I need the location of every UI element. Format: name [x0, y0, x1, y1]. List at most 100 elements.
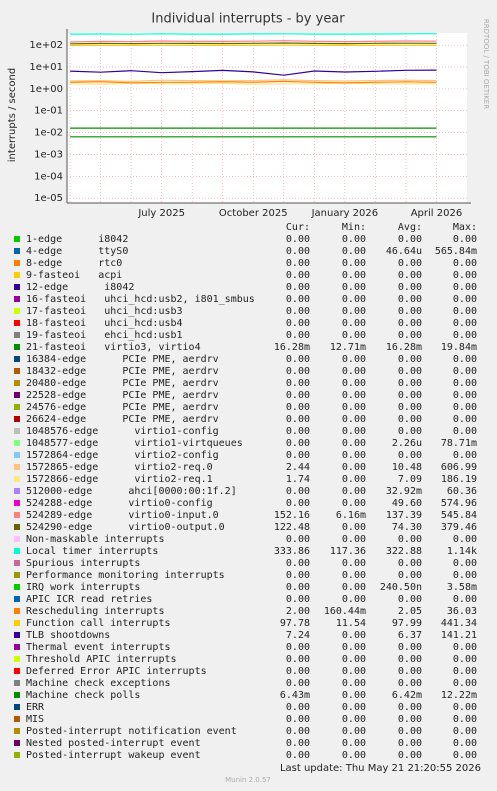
legend-stat: 0.00	[286, 714, 310, 725]
legend-stat: 322.88	[386, 546, 422, 557]
legend-label: Non-maskable interrupts	[26, 534, 164, 545]
y-tick-label: 1e-01	[34, 106, 63, 117]
legend-stat: 0.00	[342, 678, 366, 689]
legend-label: 1048577-edge virtio1-virtqueues	[26, 438, 243, 449]
legend-stat: 574.96	[441, 498, 477, 509]
legend-stat: 565.84m	[435, 246, 477, 257]
legend-label: MIS	[26, 714, 44, 725]
legend-stat: 0.00	[286, 426, 310, 437]
legend-stat: 0.00	[286, 258, 310, 269]
legend-swatch	[14, 632, 20, 638]
legend-stat: 7.09	[398, 474, 422, 485]
legend-stat: 0.00	[398, 678, 422, 689]
legend-stat: 0.00	[286, 678, 310, 689]
x-tick-label: October 2025	[219, 208, 288, 219]
legend-stat: 36.03	[447, 606, 477, 617]
legend-swatch	[14, 440, 20, 446]
legend-stat: 122.48	[274, 522, 310, 533]
plot-area	[67, 33, 467, 203]
y-tick-label: 1e+00	[29, 84, 63, 95]
legend-stat: 97.99	[392, 618, 422, 629]
legend-stat: 0.00	[453, 534, 477, 545]
legend-stat: 6.16m	[336, 510, 366, 521]
legend-stat: 545.84	[441, 510, 477, 521]
legend-stat: 0.00	[453, 294, 477, 305]
legend-stat: 0.00	[453, 414, 477, 425]
legend-stat: 0.00	[342, 498, 366, 509]
legend-stat: 333.86	[274, 546, 310, 557]
legend-label: APIC ICR read retries	[26, 594, 152, 605]
legend-label: Deferred Error APIC interrupts	[26, 666, 207, 677]
legend-stat: 0.00	[453, 570, 477, 581]
legend-stat: 0.00	[286, 390, 310, 401]
legend-label: Nested posted-interrupt event	[26, 738, 201, 749]
legend-stat: 0.00	[342, 474, 366, 485]
legend-label: 16-fasteoi uhci_hcd:usb2, i801_smbus	[26, 294, 255, 305]
legend-stat: 379.46	[441, 522, 477, 533]
legend-stat: 0.00	[342, 318, 366, 329]
legend-stat: 0.00	[342, 714, 366, 725]
legend-label: Function call interrupts	[26, 618, 171, 629]
legend-stat: 0.00	[453, 714, 477, 725]
legend-stat: 0.00	[342, 390, 366, 401]
x-tick-label: January 2026	[311, 208, 379, 219]
y-tick-label: 1e+01	[29, 62, 63, 73]
legend-stat: 0.00	[398, 738, 422, 749]
legend-stat: 6.37	[398, 630, 422, 641]
legend-stat: 0.00	[342, 270, 366, 281]
legend-stat: 12.22m	[441, 690, 477, 701]
legend-label: 17-fasteoi uhci_hcd:usb3	[26, 306, 183, 317]
legend-stat: 0.00	[342, 522, 366, 533]
legend-stat: 0.00	[398, 306, 422, 317]
legend-stat: 3.58m	[447, 582, 477, 593]
legend-swatch	[14, 380, 20, 386]
legend-stat: 0.00	[398, 354, 422, 365]
legend-swatch	[14, 272, 20, 278]
legend-stat: 0.00	[453, 402, 477, 413]
legend-stat: 0.00	[342, 450, 366, 461]
legend-stat: 74.30	[392, 522, 422, 533]
legend-swatch	[14, 584, 20, 590]
legend-swatch	[14, 320, 20, 326]
legend-stat: 0.00	[286, 354, 310, 365]
legend-stat: 0.00	[453, 354, 477, 365]
legend-stat: 0.00	[342, 642, 366, 653]
legend-stat: 46.64u	[386, 246, 422, 257]
legend-stat: 137.39	[386, 510, 422, 521]
legend-stat: 0.00	[286, 534, 310, 545]
legend-swatch	[14, 308, 20, 314]
legend-label: Posted-interrupt notification event	[26, 726, 237, 737]
legend-swatch	[14, 464, 20, 470]
legend-swatch	[14, 560, 20, 566]
legend-stat: 0.00	[453, 282, 477, 293]
legend-stat: 0.00	[342, 582, 366, 593]
legend-stat: 32.92m	[386, 486, 422, 497]
series-line	[70, 80, 437, 84]
legend-swatch	[14, 656, 20, 662]
legend-stat: 0.00	[286, 246, 310, 257]
legend-label: Rescheduling interrupts	[26, 606, 164, 617]
legend-stat: 0.00	[453, 450, 477, 461]
legend-swatch	[14, 752, 20, 758]
legend-label: 22528-edge PCIe PME, aerdrv	[26, 390, 219, 401]
legend-stat: 0.00	[286, 330, 310, 341]
y-tick-label: 1e-02	[34, 128, 63, 139]
legend-swatch	[14, 488, 20, 494]
legend-stat: 0.00	[453, 726, 477, 737]
series-line	[70, 69, 437, 76]
legend-stat: 0.00	[453, 270, 477, 281]
legend-swatch	[14, 596, 20, 602]
legend-stat: 60.36	[447, 486, 477, 497]
x-tick-label: July 2025	[137, 208, 185, 219]
legend-stat: 2.00	[286, 606, 310, 617]
legend-swatch	[14, 728, 20, 734]
legend-stat: 0.00	[453, 378, 477, 389]
legend-swatch	[14, 500, 20, 506]
legend-stat: 0.00	[286, 294, 310, 305]
legend-stat: 0.00	[453, 594, 477, 605]
legend-label: 9-fasteoi acpi	[26, 270, 122, 281]
legend-stat: 0.00	[398, 414, 422, 425]
y-tick-label: 1e-05	[34, 193, 63, 204]
legend-stat: 0.00	[398, 366, 422, 377]
legend-stat: 0.00	[286, 234, 310, 245]
